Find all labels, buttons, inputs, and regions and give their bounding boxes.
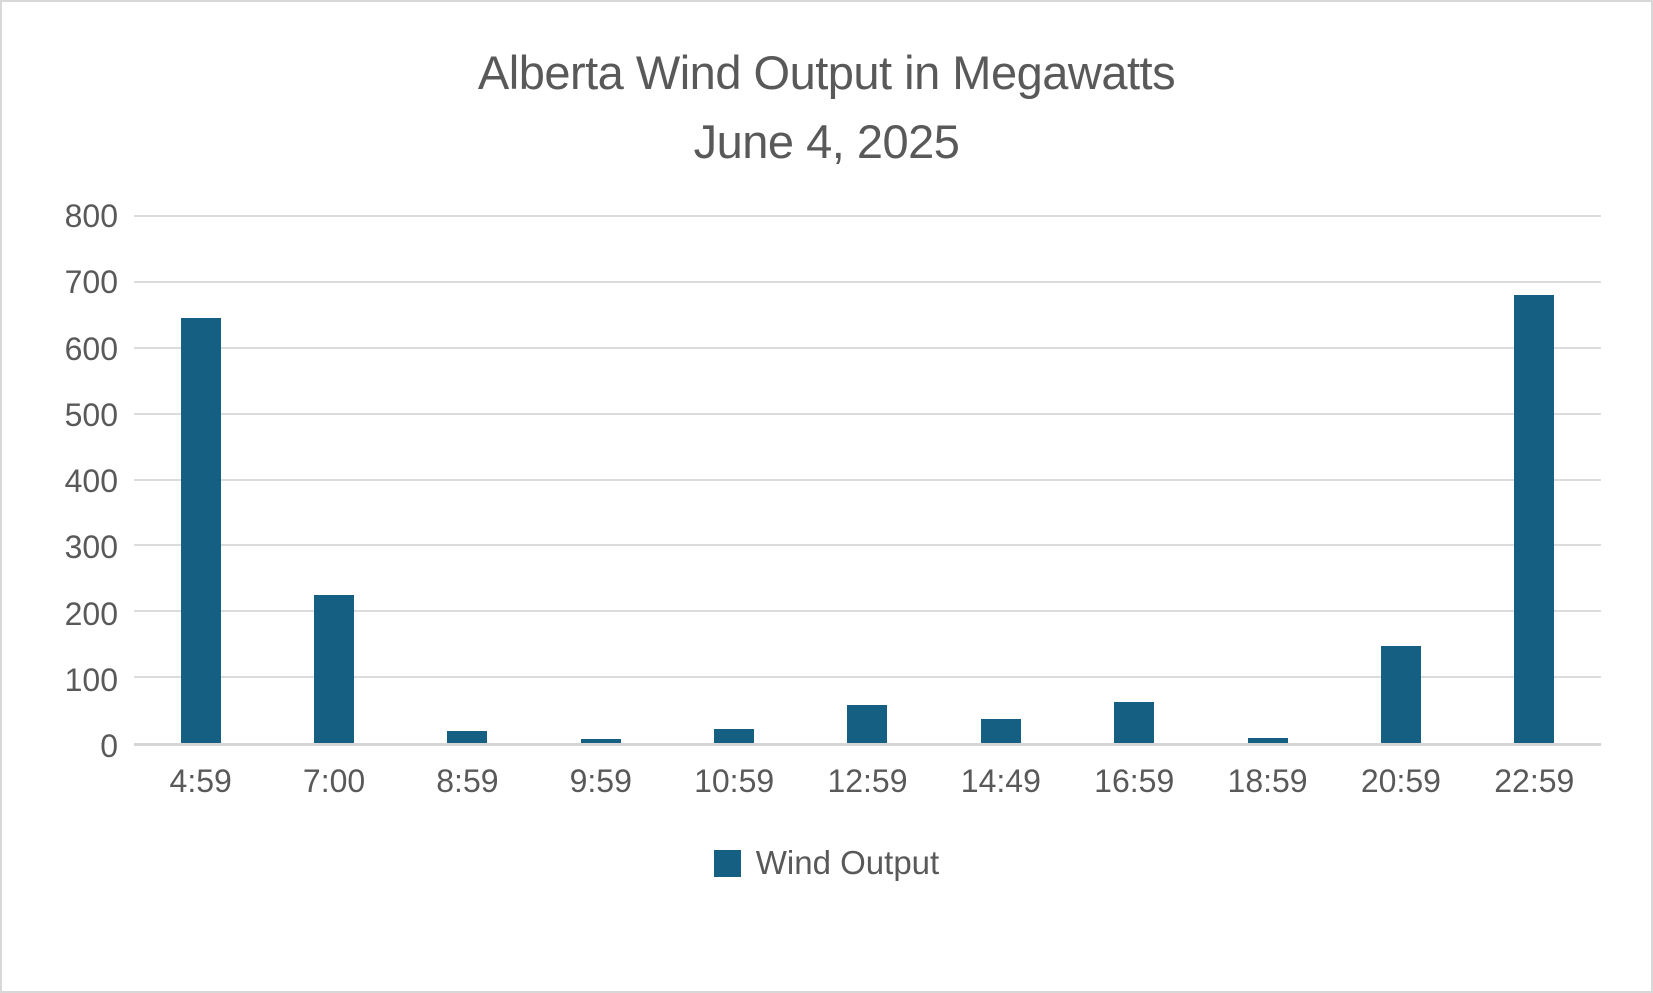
chart-area: 0 100 200 300 400 500 600 700 800 4:59 7:00 8:59 9:… — [30, 200, 1601, 800]
bar-cell-12:59 — [801, 216, 934, 743]
bar-10:59 — [714, 728, 755, 743]
y-axis-label-700: 700 — [64, 264, 118, 301]
bar-4:59 — [180, 318, 221, 743]
bar-22:59 — [1514, 295, 1555, 743]
bar-8:59 — [447, 731, 488, 743]
bar-cell-4:59 — [134, 216, 267, 743]
bar-cell-10:59 — [667, 216, 800, 743]
x-axis-label-4:59: 4:59 — [169, 763, 232, 799]
bar-9:59 — [580, 739, 621, 743]
bar-16:59 — [1114, 701, 1155, 743]
bar-14:49 — [980, 719, 1021, 743]
y-axis-label-200: 200 — [64, 595, 118, 632]
x-axis-label-7:00: 7:00 — [302, 763, 366, 799]
bar-cell-22:59 — [1468, 216, 1601, 743]
plot-wrap: 4:59 7:00 8:59 9:59 10:59 12:59 14:49 16:59 18:5… — [134, 215, 1601, 800]
gridline-800 — [134, 215, 1601, 217]
y-axis-label-400: 400 — [64, 463, 118, 499]
y-axis: 0 100 200 300 400 500 600 700 800 — [30, 200, 118, 762]
y-axis-label-300: 300 — [64, 529, 118, 566]
gridline-200 — [134, 610, 1601, 613]
gridline-700 — [134, 280, 1601, 283]
x-axis-label-12:59: 12:59 — [827, 763, 908, 799]
x-axis-label-22:59: 22:59 — [1494, 763, 1575, 799]
y-axis-label-600: 600 — [64, 330, 118, 367]
x-axis: 4:59 7:00 8:59 9:59 10:59 12:59 14:49 16:59 18:5… — [134, 746, 1601, 800]
gridline-100 — [134, 676, 1601, 679]
y-axis-label-800: 800 — [64, 198, 118, 234]
bar-20:59 — [1380, 645, 1421, 743]
plot-area — [134, 215, 1601, 746]
bar-12:59 — [847, 704, 888, 743]
bar-cell-7:00 — [267, 216, 400, 743]
bar-cell-8:59 — [401, 216, 534, 743]
x-axis-label-16:59: 16:59 — [1094, 763, 1175, 799]
gridline-300 — [134, 544, 1601, 547]
x-axis-label-9:59: 9:59 — [569, 763, 632, 799]
y-axis-label-500: 500 — [64, 396, 118, 433]
y-axis-label-100: 100 — [64, 661, 118, 698]
legend: Wind Output — [2, 844, 1651, 882]
x-axis-label-20:59: 20:59 — [1360, 763, 1441, 799]
bar-cell-14:49 — [934, 216, 1067, 743]
legend-swatch-icon — [713, 849, 741, 877]
x-axis-label-14:49: 14:49 — [960, 763, 1041, 799]
y-axis-label-0: 0 — [100, 728, 118, 764]
bar-cell-20:59 — [1334, 216, 1467, 743]
chart-title: Alberta Wind Output in Megawatts — [477, 46, 1176, 99]
bar-18:59 — [1247, 737, 1288, 743]
bar-series — [134, 216, 1601, 743]
chart-subtitle: June 4, 2025 — [693, 115, 960, 168]
gridline-500 — [134, 412, 1601, 415]
x-axis-label-18:59: 18:59 — [1227, 763, 1308, 799]
bar-cell-9:59 — [534, 216, 667, 743]
legend-label: Wind Output — [755, 844, 940, 881]
gridline-600 — [134, 346, 1601, 349]
chart-title-block: Alberta Wind Output in Megawatts June 4,… — [2, 38, 1651, 176]
bar-cell-16:59 — [1068, 216, 1201, 743]
gridline-400 — [134, 478, 1601, 481]
bar-cell-18:59 — [1201, 216, 1334, 743]
bar-7:00 — [314, 594, 355, 743]
x-axis-label-10:59: 10:59 — [694, 763, 775, 799]
x-axis-label-8:59: 8:59 — [436, 763, 499, 799]
